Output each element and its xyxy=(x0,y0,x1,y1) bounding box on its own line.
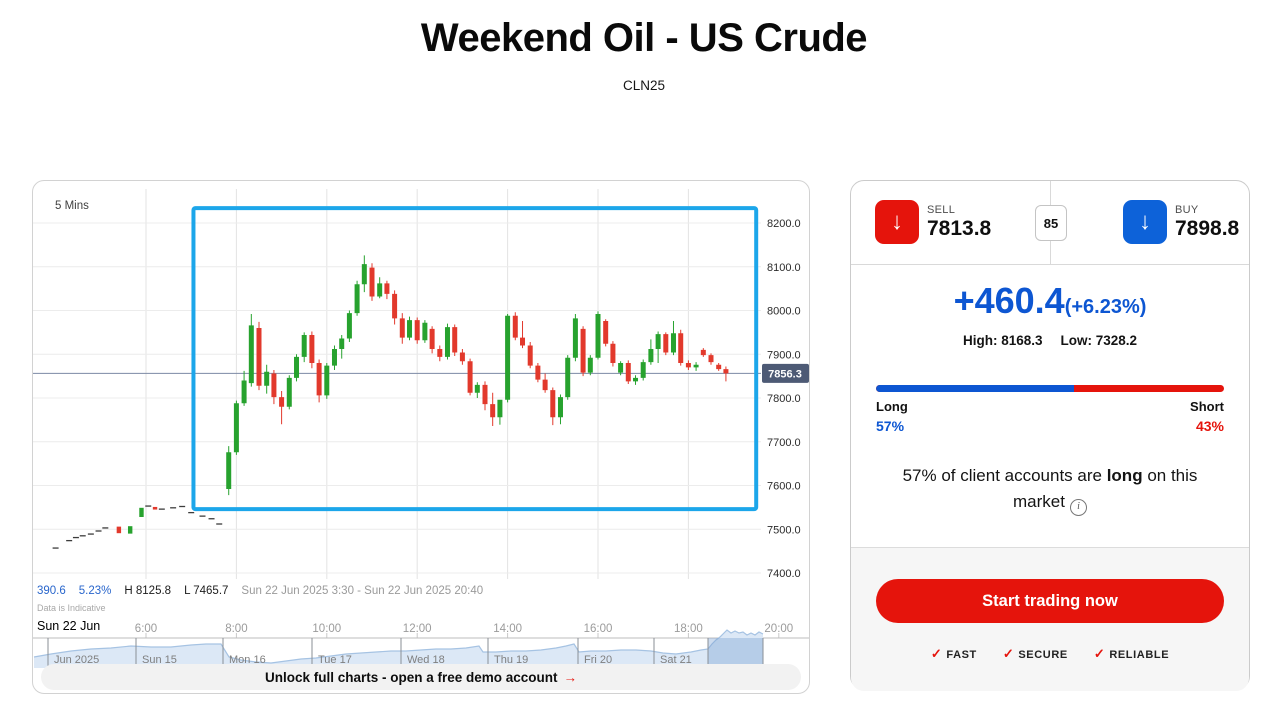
deal-ticket-card: ↓ SELL 7813.8 85 ↓ BUY 7898.8 +460.4(+6.… xyxy=(850,180,1250,691)
badge-reliable-label: RELIABLE xyxy=(1109,649,1170,661)
long-percent: 57% xyxy=(876,418,905,434)
day-low: Low: 7328.2 xyxy=(1060,333,1138,348)
chart-interval-label: 5 Mins xyxy=(55,200,89,212)
svg-text:Thu 19: Thu 19 xyxy=(494,654,528,666)
svg-text:Sat 21: Sat 21 xyxy=(660,654,692,666)
badge-secure-label: SECURE xyxy=(1018,649,1068,661)
svg-text:14:00: 14:00 xyxy=(493,623,522,635)
check-icon: ✓ xyxy=(1093,646,1106,661)
long-label: Long xyxy=(876,399,908,414)
badge-fast: ✓ FAST xyxy=(931,646,977,662)
session-low: L 7465.7 xyxy=(184,585,229,597)
badge-fast-label: FAST xyxy=(946,649,977,661)
spread-value: 85 xyxy=(1035,205,1067,241)
svg-text:Sun 15: Sun 15 xyxy=(142,654,177,666)
client-sentiment-sentence: 57% of client accounts are long on this … xyxy=(881,463,1219,516)
short-label: Short xyxy=(1190,399,1224,414)
ticket-horizontal-divider xyxy=(851,264,1249,265)
sentence-prefix: 57% of client accounts are xyxy=(902,466,1107,485)
chart-info-line: 390.6 5.23% H 8125.8 L 7465.7 Sun 22 Jun 202… xyxy=(37,585,483,597)
sentence-bold: long xyxy=(1106,466,1143,485)
svg-text:Wed 18: Wed 18 xyxy=(407,654,445,666)
high-low-row: High: 8168.3 Low: 7328.2 xyxy=(851,333,1249,348)
svg-text:Fri 20: Fri 20 xyxy=(584,654,612,666)
svg-text:Mon 16: Mon 16 xyxy=(229,654,266,666)
highlight-box xyxy=(191,206,759,512)
chart-navigator: Jun 2025 Sun 15 Mon 16 Tue 17 Wed 18 Thu 19 Fr… xyxy=(33,629,764,668)
check-icon: ✓ xyxy=(1002,646,1015,661)
svg-text:7400.0: 7400.0 xyxy=(767,568,801,580)
svg-text:7800.0: 7800.0 xyxy=(767,393,801,405)
svg-text:7500.0: 7500.0 xyxy=(767,524,801,536)
buy-button[interactable]: ↓ xyxy=(1123,200,1167,244)
info-icon[interactable]: i xyxy=(1069,499,1087,516)
day-high: High: 8168.3 xyxy=(962,333,1043,348)
instrument-code: CLN25 xyxy=(622,78,666,93)
short-percent: 43% xyxy=(1195,418,1224,434)
x-axis-day-label: Sun 22 Jun xyxy=(37,619,101,633)
sell-price-block: SELL 7813.8 xyxy=(927,204,991,241)
sentence-suffix: on this market xyxy=(1013,466,1198,511)
svg-text:Tue 17: Tue 17 xyxy=(318,654,352,666)
unlock-charts-banner[interactable]: Unlock full charts - open a free demo ac… xyxy=(41,664,801,690)
sentiment-bar xyxy=(876,385,1224,392)
session-change-pct: 5.23% xyxy=(78,585,112,597)
svg-text:7700.0: 7700.0 xyxy=(767,437,801,449)
buy-price: 7898.8 xyxy=(1175,217,1240,240)
unlock-charts-text: Unlock full charts - open a free demo ac… xyxy=(264,669,558,685)
chart-panel: 8200.0 8100.0 8000.0 7900.0 7800.0 7700.0 7600… xyxy=(32,180,810,694)
page-title: Weekend Oil - US Crude xyxy=(420,16,868,60)
sell-price: 7813.8 xyxy=(927,217,992,240)
arrow-down-icon: ↓ xyxy=(1139,208,1151,235)
session-range: Sun 22 Jun 2025 3:30 - Sun 22 Jun 2025 2… xyxy=(241,585,484,597)
change-percent: (+6.23%) xyxy=(1064,296,1147,318)
arrow-right-icon: → xyxy=(563,669,578,685)
svg-text:12:00: 12:00 xyxy=(403,623,432,635)
svg-text:8:00: 8:00 xyxy=(225,623,247,635)
change-value: +460.4 xyxy=(953,280,1065,321)
svg-text:8100.0: 8100.0 xyxy=(767,262,801,274)
daily-change: +460.4(+6.23%) xyxy=(851,280,1249,322)
svg-text:18:00: 18:00 xyxy=(674,623,703,635)
svg-text:6:00: 6:00 xyxy=(135,623,157,635)
price-chart-svg[interactable]: 8200.0 8100.0 8000.0 7900.0 7800.0 7700.0 7600… xyxy=(33,181,809,671)
svg-text:7600.0: 7600.0 xyxy=(767,481,801,493)
svg-text:7856.3: 7856.3 xyxy=(768,368,802,380)
svg-text:10:00: 10:00 xyxy=(312,623,341,635)
buy-price-block: BUY 7898.8 xyxy=(1175,204,1239,241)
buy-label: BUY xyxy=(1175,204,1199,216)
sentiment-bar-long-segment xyxy=(876,385,1075,392)
sell-label: SELL xyxy=(927,204,956,216)
svg-text:Jun 2025: Jun 2025 xyxy=(54,654,99,666)
start-trading-button[interactable]: Start trading now xyxy=(876,579,1224,623)
badge-secure: ✓ SECURE xyxy=(1003,646,1068,662)
svg-text:16:00: 16:00 xyxy=(584,623,613,635)
trust-badges: ✓ FAST ✓ SECURE ✓ RELIABLE xyxy=(851,646,1249,662)
sell-button[interactable]: ↓ xyxy=(875,200,919,244)
svg-text:8000.0: 8000.0 xyxy=(767,306,801,318)
indicative-note: Data is Indicative xyxy=(37,603,106,613)
check-icon: ✓ xyxy=(930,646,943,661)
navigator-selected-range xyxy=(708,638,763,668)
session-high: H 8125.8 xyxy=(124,585,172,597)
session-change: 390.6 xyxy=(37,585,66,597)
svg-text:7900.0: 7900.0 xyxy=(767,349,801,361)
arrow-down-icon: ↓ xyxy=(891,208,903,235)
badge-reliable: ✓ RELIABLE xyxy=(1094,646,1169,662)
svg-text:20:00: 20:00 xyxy=(764,623,793,635)
cta-section: Start trading now ✓ FAST ✓ SECURE ✓ RELIABL… xyxy=(851,547,1249,691)
svg-text:8200.0: 8200.0 xyxy=(767,218,801,230)
candlestick-series xyxy=(226,255,729,496)
